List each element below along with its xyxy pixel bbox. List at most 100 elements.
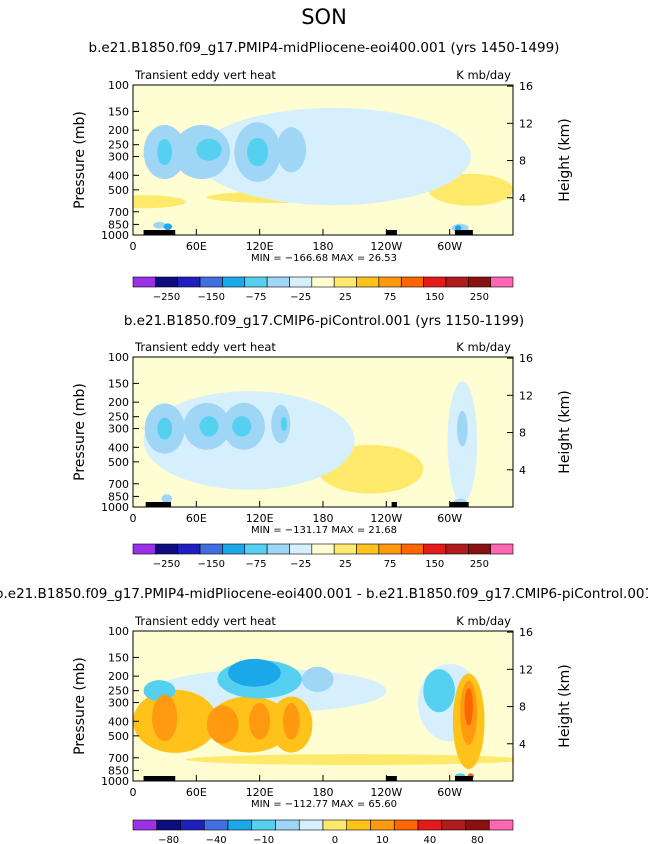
colorbar-label: −25 bbox=[290, 559, 311, 570]
x-tick-label: 0 bbox=[130, 240, 137, 253]
y-tick-label: 200 bbox=[108, 670, 129, 683]
colorbar-box bbox=[378, 543, 402, 555]
colorbar-label: 250 bbox=[470, 292, 489, 303]
y-axis-label: Pressure (mb) bbox=[72, 657, 88, 755]
x-tick-label: 180 bbox=[313, 512, 334, 525]
colorbar-label: −150 bbox=[198, 292, 225, 303]
colorbar-label: −75 bbox=[245, 559, 266, 570]
season-title: SON bbox=[301, 5, 347, 29]
height-tick-label: 8 bbox=[519, 427, 526, 440]
minmax-label: MIN = −166.68 MAX = 26.53 bbox=[251, 253, 397, 264]
contour-region bbox=[246, 137, 269, 167]
panel-3: b.e21.B1850.f09_g17.PMIP4-midPliocene-eo… bbox=[0, 586, 648, 844]
colorbar-box bbox=[203, 819, 229, 831]
y-tick-label: 300 bbox=[108, 697, 129, 710]
colorbar-label: 0 bbox=[332, 835, 338, 844]
height-tick-label: 8 bbox=[519, 701, 526, 714]
colorbar-label: 40 bbox=[424, 835, 437, 844]
colorbar-box bbox=[445, 543, 469, 555]
colorbar-box bbox=[333, 276, 357, 288]
colorbar-label: 10 bbox=[376, 835, 389, 844]
topography bbox=[391, 502, 397, 507]
right-string: K mb/day bbox=[456, 68, 511, 82]
colorbar-label: −250 bbox=[153, 559, 180, 570]
y-tick-label: 1000 bbox=[101, 501, 129, 514]
left-string: Transient eddy vert heat bbox=[134, 68, 276, 82]
contour-region bbox=[157, 139, 173, 166]
panel-title: b.e21.B1850.f09_g17.CMIP6-piControl.001 … bbox=[124, 313, 524, 329]
y-tick-label: 500 bbox=[108, 730, 129, 743]
height-tick-label: 12 bbox=[519, 117, 533, 130]
colorbar-label: 80 bbox=[471, 835, 484, 844]
colorbar-box bbox=[370, 819, 395, 831]
colorbar-box bbox=[289, 543, 313, 555]
y-tick-label: 300 bbox=[108, 151, 129, 164]
contour-region bbox=[161, 494, 173, 504]
y-tick-label: 700 bbox=[108, 206, 129, 219]
contour-region bbox=[464, 687, 473, 726]
contour-region bbox=[271, 404, 291, 444]
colorbar-box bbox=[155, 276, 179, 288]
contour-field bbox=[133, 85, 513, 235]
colorbar-box bbox=[177, 543, 201, 555]
topography bbox=[386, 776, 397, 781]
height-tick-label: 16 bbox=[519, 352, 533, 365]
colorbar-box bbox=[467, 543, 491, 555]
y-tick-label: 400 bbox=[108, 715, 129, 728]
colorbar-label: −75 bbox=[245, 292, 266, 303]
contour-field bbox=[133, 357, 513, 507]
colorbar-box bbox=[132, 276, 156, 288]
x-tick-label: 60W bbox=[437, 786, 462, 799]
x-tick-label: 60W bbox=[437, 512, 462, 525]
height-tick-label: 4 bbox=[519, 464, 526, 477]
topography bbox=[386, 230, 397, 235]
contour-region bbox=[153, 221, 166, 229]
colorbar: −80 −40 −10 0 10 40 80 bbox=[132, 819, 514, 844]
colorbar-box bbox=[155, 543, 179, 555]
y-tick-label: 850 bbox=[108, 490, 129, 503]
y-tick-label: 250 bbox=[108, 139, 129, 152]
y-right-axis-label: Height (km) bbox=[557, 664, 573, 747]
contour-field bbox=[133, 631, 513, 781]
colorbar-box bbox=[445, 276, 469, 288]
y-tick-label: 500 bbox=[108, 184, 129, 197]
left-string: Transient eddy vert heat bbox=[134, 614, 276, 628]
colorbar-box bbox=[441, 819, 466, 831]
colorbar-box bbox=[465, 819, 490, 831]
y-tick-label: 700 bbox=[108, 478, 129, 491]
colorbar-box bbox=[156, 819, 181, 831]
x-tick-label: 60E bbox=[186, 240, 207, 253]
colorbar-box bbox=[333, 543, 357, 555]
colorbar-box bbox=[378, 276, 402, 288]
panel-1: b.e21.B1850.f09_g17.PMIP4-midPliocene-eo… bbox=[72, 40, 573, 303]
contour-region bbox=[232, 416, 252, 437]
panel-2: b.e21.B1850.f09_g17.CMIP6-piControl.001 … bbox=[72, 313, 573, 570]
y-tick-label: 850 bbox=[108, 218, 129, 231]
y-tick-label: 400 bbox=[108, 441, 129, 454]
colorbar-box bbox=[227, 819, 253, 831]
y-tick-label: 150 bbox=[108, 651, 129, 664]
colorbar-box bbox=[400, 543, 424, 555]
contour-region bbox=[457, 410, 468, 447]
contour-region bbox=[423, 669, 455, 713]
panel-title: b.e21.B1850.f09_g17.PMIP4-midPliocene-eo… bbox=[0, 586, 648, 602]
colorbar-box bbox=[266, 543, 290, 555]
colorbar-box bbox=[289, 276, 313, 288]
colorbar-box bbox=[356, 276, 380, 288]
contour-region bbox=[276, 127, 307, 173]
contour-region bbox=[152, 694, 178, 742]
topography bbox=[145, 502, 171, 507]
x-tick-label: 180 bbox=[313, 786, 334, 799]
height-tick-label: 4 bbox=[519, 738, 526, 751]
colorbar-box bbox=[177, 276, 201, 288]
colorbar-label: 75 bbox=[384, 559, 397, 570]
colorbar: −250 −150 −75 −25 25 75 150 250 bbox=[132, 276, 514, 303]
contour-region bbox=[228, 658, 281, 687]
colorbar-label: 150 bbox=[425, 559, 444, 570]
y-tick-label: 250 bbox=[108, 411, 129, 424]
x-tick-label: 60E bbox=[186, 786, 207, 799]
colorbar-box bbox=[400, 276, 424, 288]
colorbar-box bbox=[417, 819, 443, 831]
contour-region bbox=[454, 225, 462, 232]
left-string: Transient eddy vert heat bbox=[134, 340, 276, 354]
